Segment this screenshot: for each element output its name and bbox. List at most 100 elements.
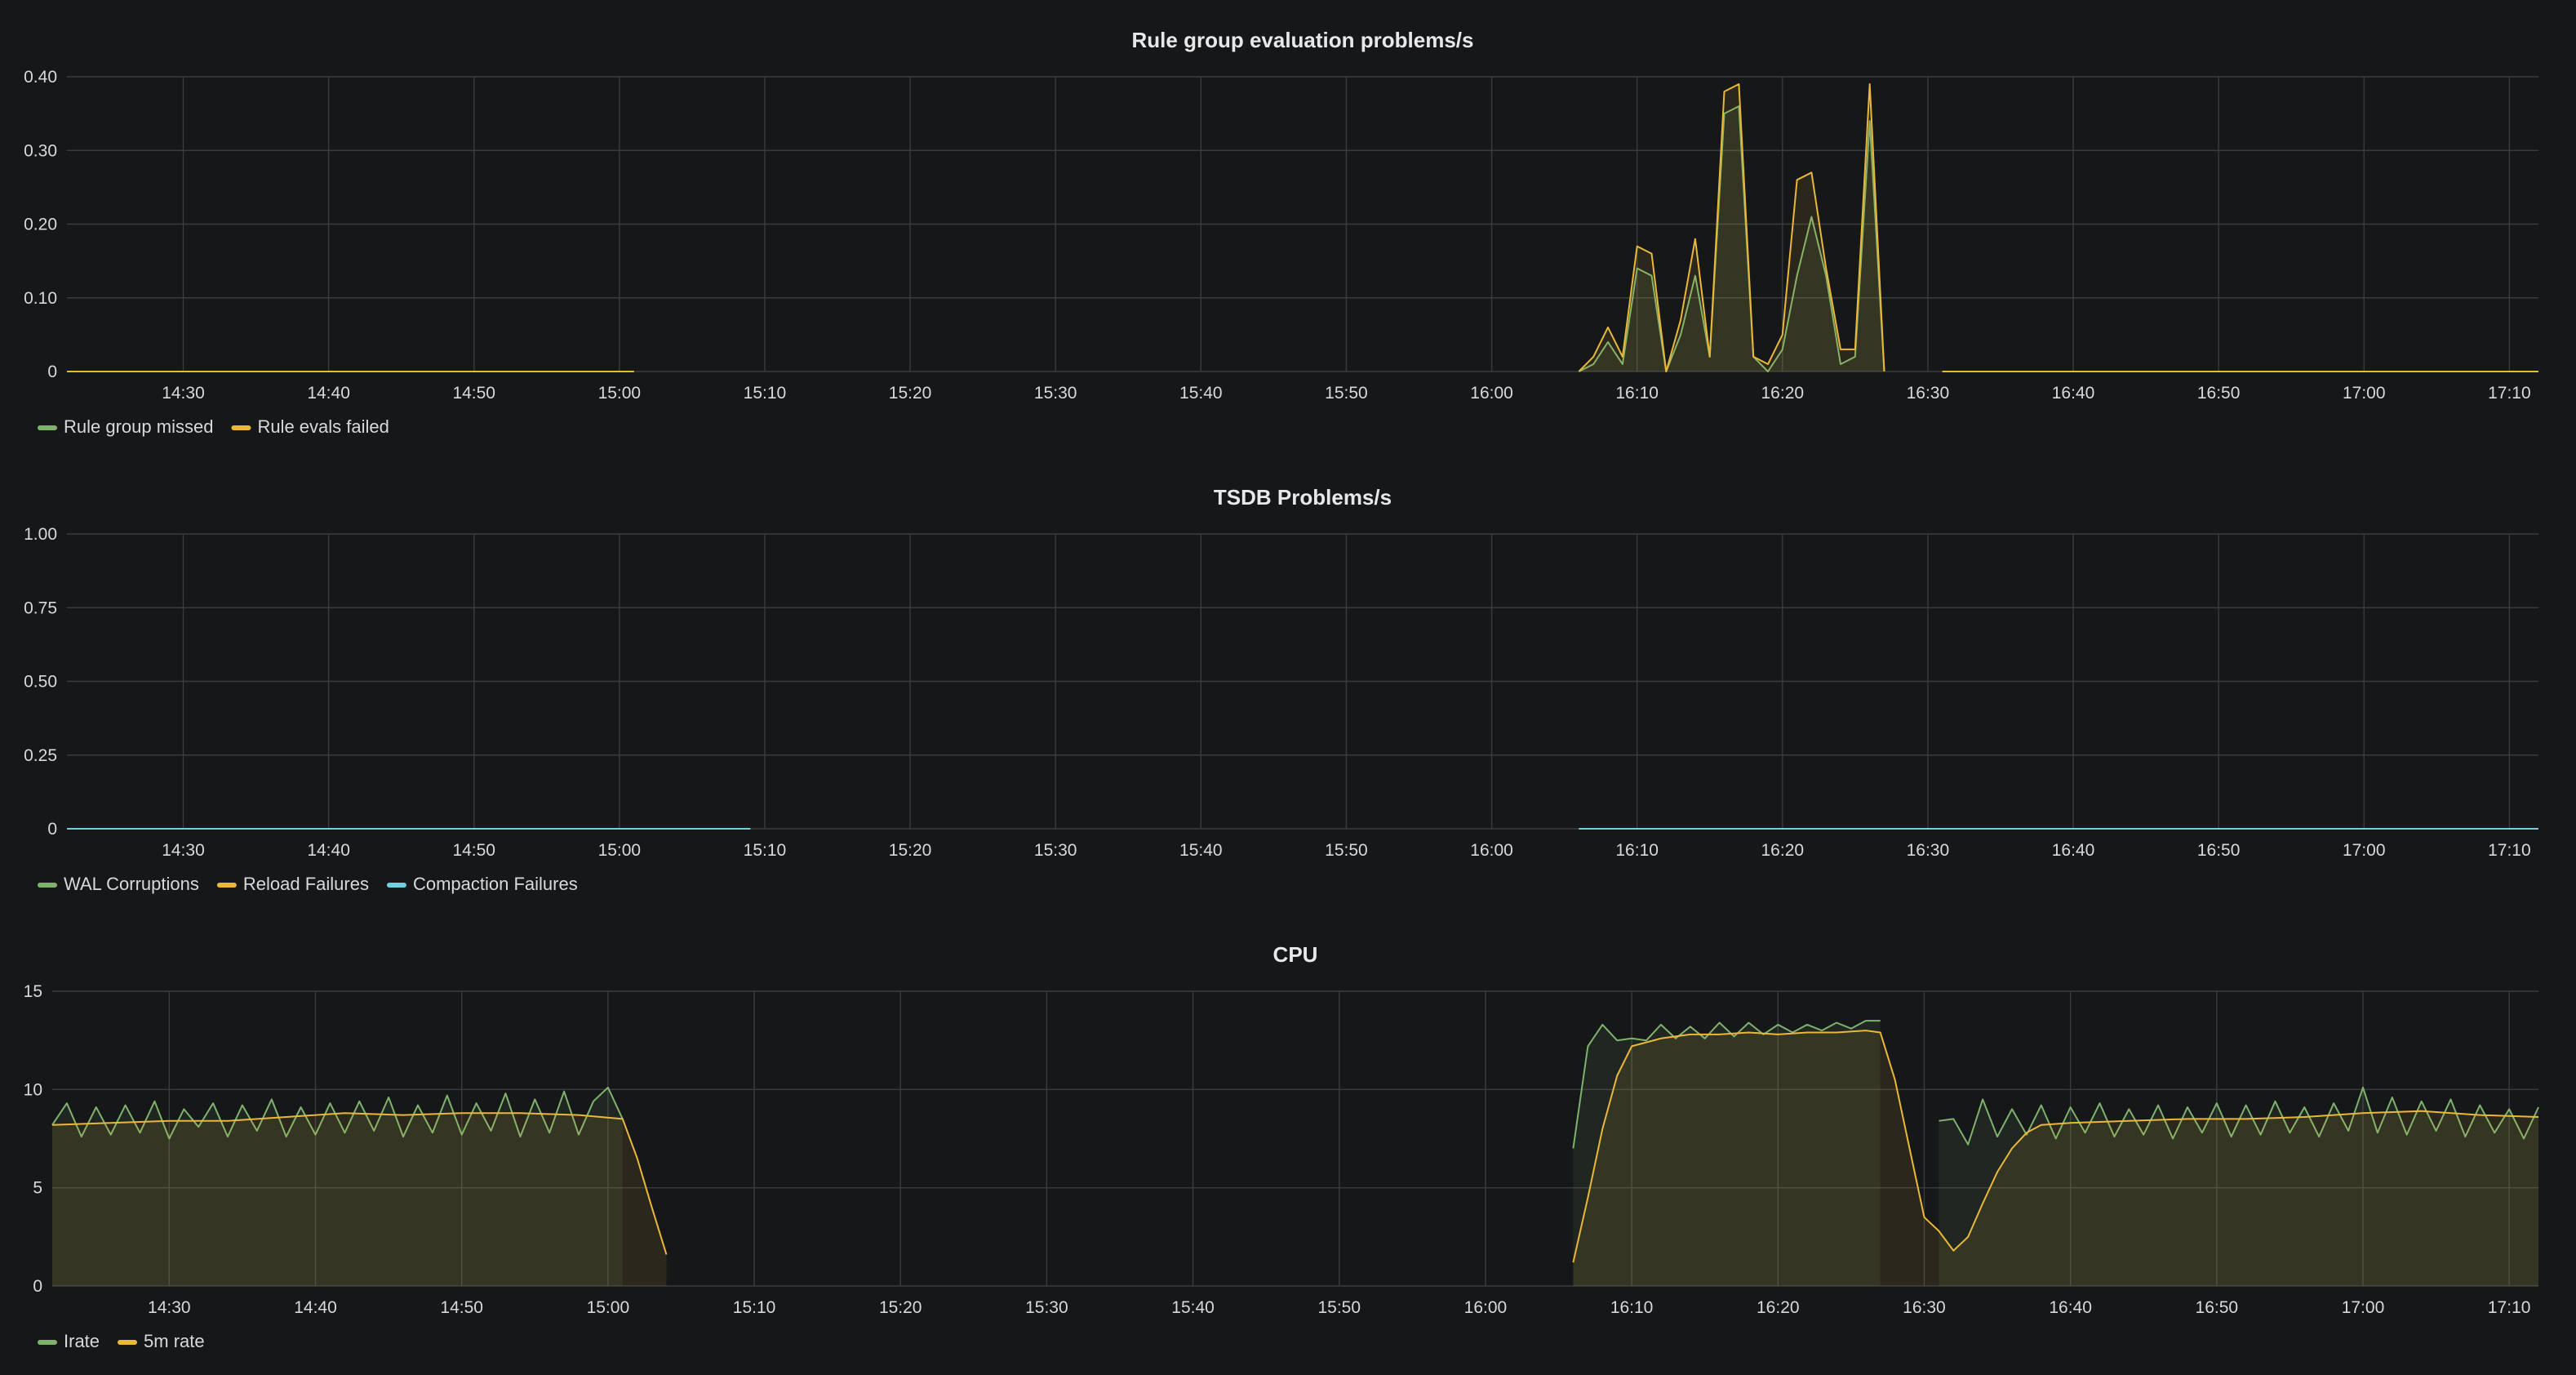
x-tick-label: 17:00 xyxy=(2343,841,2386,860)
y-tick-label: 0.40 xyxy=(24,68,57,87)
series-rule-group-missed xyxy=(67,105,2538,372)
x-tick-label: 17:10 xyxy=(2488,384,2531,403)
x-tick-label: 15:50 xyxy=(1325,841,1368,860)
y-tick-label: 0.30 xyxy=(24,141,57,160)
x-tick-label: 16:40 xyxy=(2052,384,2095,403)
x-tick-label: 16:30 xyxy=(1903,1298,1946,1317)
series-line xyxy=(51,1112,668,1255)
legend-item-reload-failures[interactable]: Reload Failures xyxy=(216,874,369,894)
x-tick-label: 15:10 xyxy=(733,1298,776,1317)
x-tick-label: 16:50 xyxy=(2197,384,2241,403)
x-tick-label: 14:40 xyxy=(294,1298,337,1317)
series-area xyxy=(1573,1030,2538,1286)
y-tick-label: 0.25 xyxy=(24,746,57,765)
panel-title: CPU xyxy=(1273,942,1318,967)
x-tick-label: 17:10 xyxy=(2488,1298,2531,1317)
x-tick-label: 15:30 xyxy=(1034,841,1077,860)
series-irate xyxy=(51,1020,2539,1286)
x-tick-label: 14:30 xyxy=(162,384,205,403)
x-tick-label: 17:00 xyxy=(2342,1298,2385,1317)
series-line xyxy=(1572,1030,2539,1263)
y-tick-label: 5 xyxy=(33,1179,42,1198)
x-tick-label: 16:00 xyxy=(1464,1298,1508,1317)
legend-swatch xyxy=(386,883,406,888)
series-line xyxy=(1578,83,1885,372)
x-tick-label: 15:20 xyxy=(889,384,932,403)
x-tick-label: 16:40 xyxy=(2052,841,2095,860)
x-tick-label: 16:50 xyxy=(2196,1298,2239,1317)
x-tick-label: 15:30 xyxy=(1025,1298,1068,1317)
legend-label: Rule evals failed xyxy=(257,416,389,437)
x-tick-label: 16:20 xyxy=(1757,1298,1800,1317)
series-area xyxy=(52,1087,623,1286)
legend-swatch xyxy=(231,425,251,430)
x-tick-label: 15:10 xyxy=(744,841,787,860)
x-tick-label: 14:30 xyxy=(162,841,205,860)
series-area xyxy=(1579,84,1885,372)
panel-tsdb-problems-s: TSDB Problems/s 0 0.25 0.50 0.75 1.00 14:30 14:… xyxy=(24,485,2538,894)
series-line xyxy=(1578,105,1885,372)
x-tick-label: 16:00 xyxy=(1470,384,1513,403)
x-tick-label: 15:40 xyxy=(1179,384,1223,403)
y-tick-label: 0.75 xyxy=(24,599,57,617)
y-tick-label: 0.20 xyxy=(24,216,57,234)
x-tick-label: 16:20 xyxy=(1761,384,1805,403)
x-tick-label: 15:30 xyxy=(1034,384,1077,403)
legend-label: Irate xyxy=(64,1331,100,1351)
series-area xyxy=(1939,1087,2538,1286)
x-tick-label: 15:50 xyxy=(1325,384,1368,403)
legend-swatch xyxy=(216,883,237,888)
x-tick-label: 15:00 xyxy=(587,1298,630,1317)
x-tick-label: 15:00 xyxy=(598,841,642,860)
x-tick-label: 17:00 xyxy=(2343,384,2386,403)
legend-swatch xyxy=(38,425,57,430)
x-tick-label: 16:10 xyxy=(1615,384,1659,403)
x-tick-label: 16:20 xyxy=(1761,841,1805,860)
x-tick-label: 16:10 xyxy=(1615,841,1659,860)
x-tick-label: 15:50 xyxy=(1317,1298,1361,1317)
legend-label: Rule group missed xyxy=(64,416,213,437)
x-tick-label: 15:20 xyxy=(889,841,932,860)
series-line xyxy=(1939,1086,2539,1146)
legend-item-wal-corruptions[interactable]: WAL Corruptions xyxy=(38,874,199,894)
y-tick-label: 0.10 xyxy=(24,289,57,308)
legend-item-5m-rate[interactable]: 5m rate xyxy=(118,1331,205,1351)
series-area xyxy=(1579,106,1885,372)
legend-item-rule-group-missed[interactable]: Rule group missed xyxy=(38,416,213,437)
legend-swatch xyxy=(38,883,57,888)
legend-item-rule-evals-failed[interactable]: Rule evals failed xyxy=(231,416,389,437)
legend-label: 5m rate xyxy=(144,1331,205,1351)
legend-label: Compaction Failures xyxy=(413,874,578,894)
series-area xyxy=(52,1113,667,1286)
series-area xyxy=(1573,1021,1881,1286)
x-tick-label: 16:30 xyxy=(1907,841,1950,860)
series-line xyxy=(1572,1020,1881,1149)
x-tick-label: 15:20 xyxy=(879,1298,922,1317)
y-tick-label: 1.00 xyxy=(24,525,57,544)
y-tick-label: 0 xyxy=(33,1277,42,1296)
legend-item-irate[interactable]: Irate xyxy=(38,1331,100,1351)
x-tick-label: 16:40 xyxy=(2049,1298,2092,1317)
panel-title: Rule group evaluation problems/s xyxy=(1132,28,1474,52)
y-tick-label: 0.50 xyxy=(24,673,57,692)
x-tick-label: 14:40 xyxy=(307,841,350,860)
x-tick-label: 16:10 xyxy=(1610,1298,1654,1317)
legend-label: Reload Failures xyxy=(243,874,369,894)
legend-item-compaction-failures[interactable]: Compaction Failures xyxy=(386,874,578,894)
series-5m-rate xyxy=(51,1030,2539,1286)
legend-swatch xyxy=(38,1340,57,1345)
y-tick-label: 0 xyxy=(47,820,57,839)
x-tick-label: 14:50 xyxy=(452,841,495,860)
x-tick-label: 15:40 xyxy=(1179,841,1223,860)
x-tick-label: 15:10 xyxy=(744,384,787,403)
series-line xyxy=(51,1086,624,1140)
y-tick-label: 0 xyxy=(47,363,57,381)
panel-title: TSDB Problems/s xyxy=(1214,485,1392,510)
panel-cpu: CPU 0 5 10 15 14:30 14:40 14:50 15:00 15:10 15:20 1… xyxy=(24,942,2539,1351)
x-tick-label: 14:30 xyxy=(148,1298,191,1317)
x-tick-label: 15:40 xyxy=(1171,1298,1215,1317)
legend-label: WAL Corruptions xyxy=(64,874,199,894)
x-tick-label: 14:50 xyxy=(452,384,495,403)
